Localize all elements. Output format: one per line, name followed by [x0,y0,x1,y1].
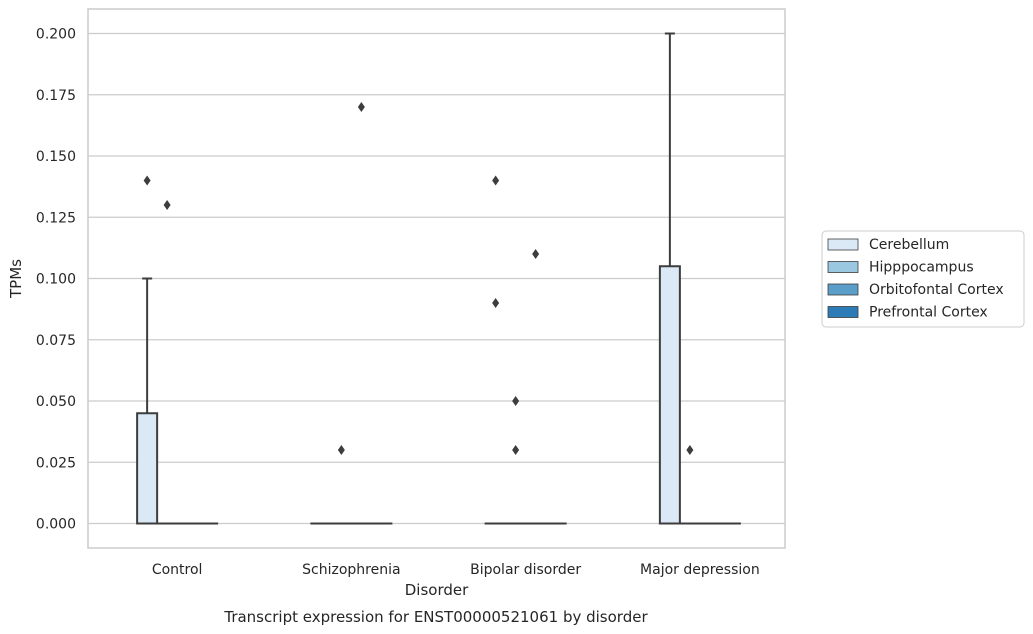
legend: Cerebellum Hipppocampus Orbitofontal Corte… [821,230,1025,328]
y-tick-label: 0.125 [36,210,76,226]
box-orbitofontal-cortex [350,102,373,525]
y-tick-label: 0.100 [36,272,76,288]
y-axis-label: TPMs [7,259,25,299]
legend-box [821,230,1025,328]
legend-swatch [827,306,859,318]
box [658,265,681,525]
plot-frame [87,8,786,549]
outlier-point [492,298,500,308]
x-tick-label: Major depression [640,562,760,578]
gridlines [88,32,785,525]
legend-item: Prefrontal Cortex [827,305,988,321]
y-tick-label: 0.175 [36,88,76,104]
box-hipppocampus [156,200,179,525]
outlier-point [337,445,345,455]
box-orbitofontal-cortex [524,249,547,525]
y-tick-label: 0.050 [36,394,76,410]
outlier-point [686,445,694,455]
outlier-point [357,102,365,112]
legend-item: Cerebellum [827,237,949,253]
outlier-point [512,445,520,455]
legend-item: Orbitofontal Cortex [827,282,1004,298]
box-cerebellum [484,175,507,525]
y-tick-label: 0.150 [36,149,76,165]
box [136,412,159,525]
outlier-point [532,249,540,259]
legend-label: Cerebellum [869,237,949,253]
y-tick-label: 0.200 [36,27,76,43]
box-series [136,32,741,525]
y-tick-label: 0.075 [36,333,76,349]
chart-title: Transcript expression for ENST0000052106… [223,608,648,626]
box-hipppocampus [504,396,527,525]
box-hipppocampus [678,445,701,525]
x-tick-label: Schizophrenia [302,562,400,578]
y-tick-label: 0.025 [36,455,76,471]
legend-swatch [827,261,859,273]
outlier-point [163,200,171,210]
box-cerebellum [136,175,159,525]
y-axis-ticks: 0.000 0.025 0.050 0.075 0.100 0.125 0.150 0.175… [36,27,76,533]
legend-label: Orbitofontal Cortex [869,282,1004,298]
y-tick-label: 0.000 [36,517,76,533]
x-tick-label: Control [152,562,203,578]
legend-swatch [827,238,859,251]
outlier-point [492,175,500,186]
legend-swatch [827,283,859,296]
legend-label: Hipppocampus [869,260,974,276]
x-axis-label: Disorder [405,581,469,599]
x-axis-ticks: Control Schizophrenia Bipolar disorder Majo… [152,562,760,578]
box-hipppocampus [330,445,353,525]
outlier-point [512,396,520,406]
legend-item: Hipppocampus [827,260,974,276]
x-tick-label: Bipolar disorder [470,562,581,578]
outlier-point [143,175,151,186]
legend-label: Prefrontal Cortex [869,305,988,321]
box-cerebellum [658,32,681,525]
